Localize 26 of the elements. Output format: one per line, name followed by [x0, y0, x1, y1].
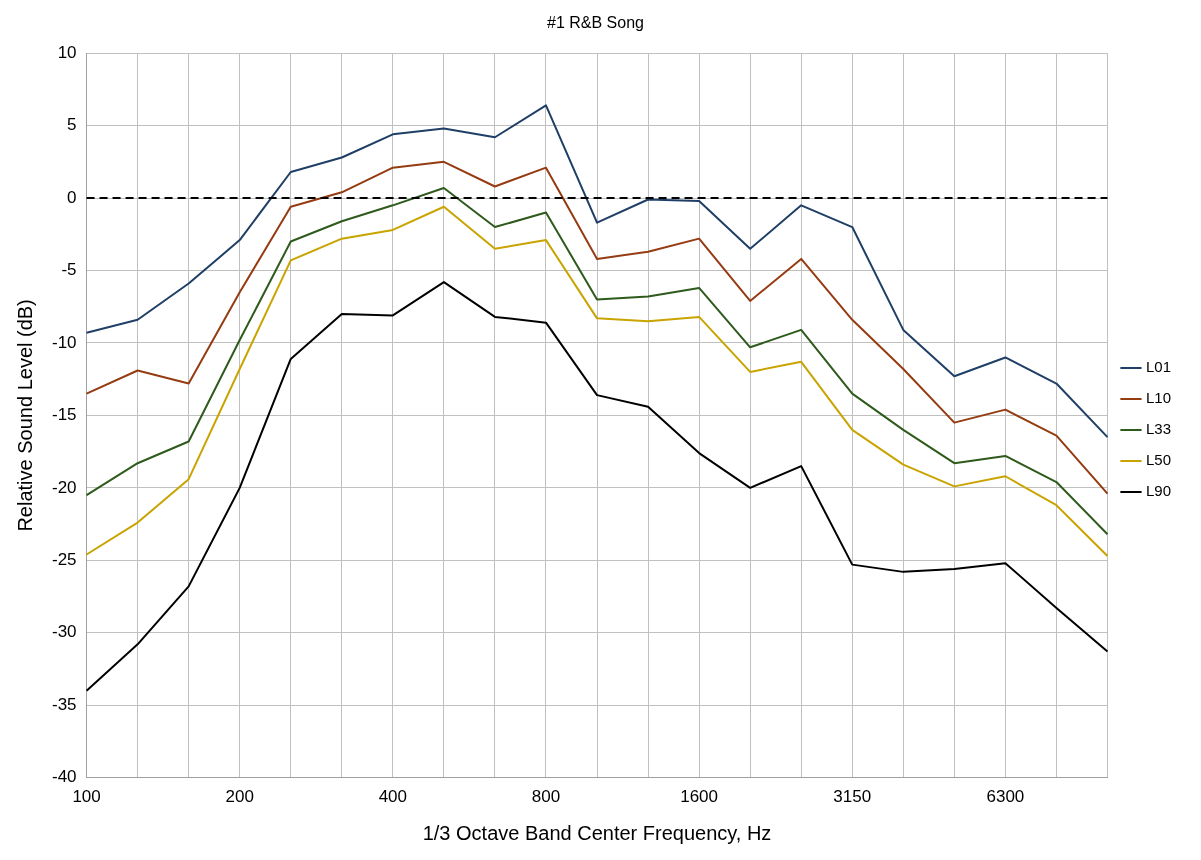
- y-tick-label: -30: [51, 622, 77, 642]
- legend-label: L33: [1145, 420, 1171, 438]
- x-tick-label: 200: [225, 787, 254, 807]
- y-tick-label: 0: [67, 187, 77, 207]
- y-tick-label: -40: [51, 767, 77, 787]
- x-tick-label: 6300: [986, 787, 1025, 807]
- x-tick-label: 3150: [833, 787, 872, 807]
- legend-label: L01: [1145, 358, 1171, 376]
- legend-label: L90: [1145, 482, 1171, 500]
- x-tick-label: 1600: [680, 787, 719, 807]
- y-tick-label: 10: [57, 42, 77, 62]
- chart-title: #1 R&B Song: [547, 14, 644, 32]
- y-tick-label: 5: [67, 115, 77, 135]
- x-tick-label: 400: [378, 787, 408, 807]
- y-tick-label: -25: [51, 549, 77, 569]
- y-tick-label: -20: [51, 477, 77, 497]
- legend-label: L10: [1145, 389, 1171, 407]
- x-tick-label: 800: [531, 787, 561, 807]
- x-axis-title: 1/3 Octave Band Center Frequency, Hz: [422, 821, 772, 844]
- y-tick-label: -10: [51, 332, 77, 352]
- x-tick-label: 100: [72, 787, 101, 807]
- legend-label: L50: [1145, 451, 1171, 469]
- y-axis-title: Relative Sound Level (dB): [13, 299, 36, 532]
- y-tick-label: -15: [51, 405, 77, 425]
- y-tick-label: -35: [51, 694, 77, 714]
- y-tick-label: -5: [61, 260, 77, 280]
